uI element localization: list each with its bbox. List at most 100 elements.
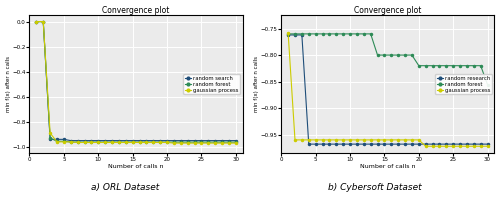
- random search: [178, 139, 184, 142]
- gaussian process: [361, 139, 367, 141]
- random forest: [226, 141, 232, 143]
- gaussian process: [96, 141, 102, 144]
- Y-axis label: min f(x) after n calls: min f(x) after n calls: [254, 56, 259, 112]
- random research: [422, 143, 428, 145]
- gaussian process: [457, 145, 463, 148]
- random forest: [102, 141, 108, 143]
- random search: [82, 139, 87, 142]
- random search: [233, 139, 239, 142]
- gaussian process: [219, 142, 225, 144]
- random research: [436, 143, 442, 145]
- random search: [130, 139, 136, 142]
- gaussian process: [178, 142, 184, 144]
- random research: [340, 143, 346, 145]
- random search: [88, 139, 94, 142]
- random forest: [430, 65, 436, 67]
- random forest: [198, 141, 204, 143]
- random forest: [68, 141, 74, 143]
- gaussian process: [212, 142, 218, 144]
- random research: [395, 143, 401, 145]
- gaussian process: [150, 141, 156, 144]
- random forest: [444, 65, 450, 67]
- random research: [471, 143, 477, 145]
- random forest: [368, 33, 374, 35]
- gaussian process: [340, 139, 346, 141]
- gaussian process: [334, 139, 340, 141]
- Line: random forest: random forest: [287, 33, 488, 86]
- random forest: [206, 141, 212, 143]
- gaussian process: [347, 139, 353, 141]
- random search: [47, 138, 53, 141]
- random research: [450, 143, 456, 145]
- random research: [312, 143, 318, 145]
- gaussian process: [444, 145, 450, 148]
- gaussian process: [320, 139, 326, 141]
- random search: [157, 139, 163, 142]
- gaussian process: [40, 20, 46, 23]
- gaussian process: [471, 145, 477, 148]
- random forest: [164, 141, 170, 143]
- gaussian process: [226, 142, 232, 144]
- random research: [374, 143, 380, 145]
- random forest: [471, 65, 477, 67]
- random search: [102, 139, 108, 142]
- random forest: [144, 141, 150, 143]
- random forest: [450, 65, 456, 67]
- random forest: [382, 54, 388, 56]
- random forest: [219, 141, 225, 143]
- random forest: [409, 54, 415, 56]
- gaussian process: [171, 142, 177, 144]
- gaussian process: [464, 145, 470, 148]
- random forest: [212, 141, 218, 143]
- random forest: [361, 33, 367, 35]
- random forest: [374, 54, 380, 56]
- random research: [457, 143, 463, 145]
- random forest: [136, 141, 142, 143]
- random forest: [292, 33, 298, 35]
- gaussian process: [206, 142, 212, 144]
- gaussian process: [157, 141, 163, 144]
- gaussian process: [192, 142, 198, 144]
- random research: [292, 34, 298, 36]
- random forest: [320, 33, 326, 35]
- random forest: [47, 137, 53, 139]
- random forest: [96, 141, 102, 143]
- random forest: [395, 54, 401, 56]
- gaussian process: [123, 141, 129, 144]
- random search: [96, 139, 102, 142]
- random forest: [233, 141, 239, 143]
- random search: [116, 139, 122, 142]
- random research: [416, 143, 422, 145]
- random forest: [347, 33, 353, 35]
- random search: [74, 139, 80, 142]
- gaussian process: [184, 142, 190, 144]
- random forest: [157, 141, 163, 143]
- gaussian process: [430, 145, 436, 148]
- gaussian process: [382, 139, 388, 141]
- Title: Convergence plot: Convergence plot: [102, 6, 170, 15]
- gaussian process: [74, 141, 80, 144]
- gaussian process: [164, 141, 170, 144]
- random forest: [422, 65, 428, 67]
- random forest: [457, 65, 463, 67]
- random forest: [340, 33, 346, 35]
- Title: Convergence plot: Convergence plot: [354, 6, 422, 15]
- gaussian process: [130, 141, 136, 144]
- random research: [334, 143, 340, 145]
- random forest: [40, 20, 46, 23]
- gaussian process: [299, 139, 305, 141]
- gaussian process: [368, 139, 374, 141]
- random forest: [402, 54, 408, 56]
- random research: [464, 143, 470, 145]
- random forest: [116, 141, 122, 143]
- gaussian process: [233, 142, 239, 144]
- Line: gaussian process: gaussian process: [36, 21, 237, 144]
- random forest: [285, 33, 291, 35]
- random research: [361, 143, 367, 145]
- gaussian process: [102, 141, 108, 144]
- gaussian process: [402, 139, 408, 141]
- random research: [354, 143, 360, 145]
- random forest: [388, 54, 394, 56]
- Line: random search: random search: [36, 21, 237, 142]
- gaussian process: [422, 145, 428, 148]
